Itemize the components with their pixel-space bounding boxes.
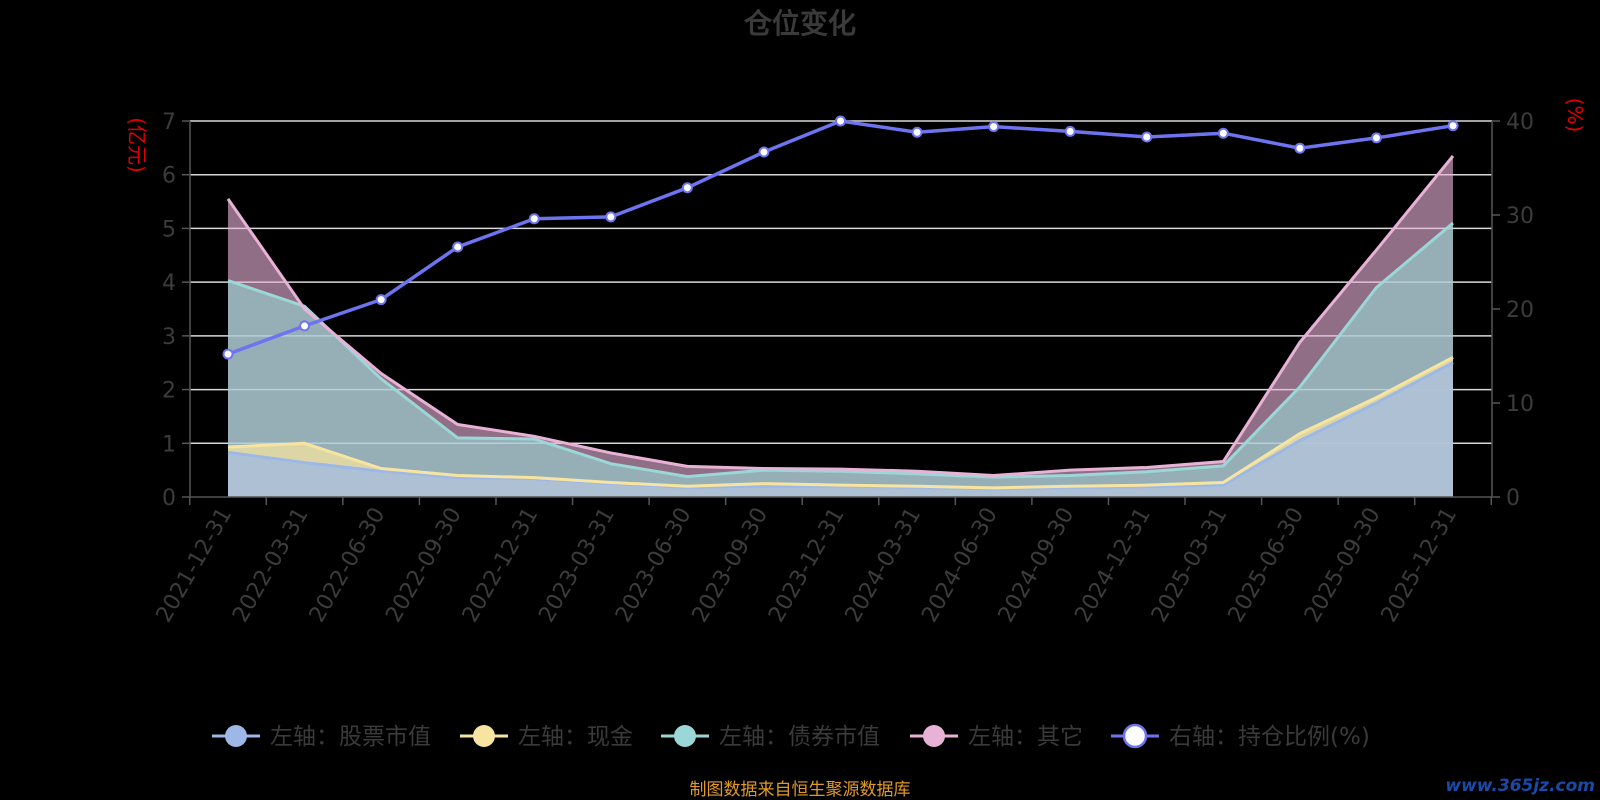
x-tick-label: 2024-12-31 <box>1070 504 1156 627</box>
ratio-point <box>452 241 464 253</box>
area-series <box>228 155 1453 498</box>
legend-label-0: 左轴：股票市值 <box>270 724 431 750</box>
ratio-point <box>681 182 693 194</box>
left-tick-label: 3 <box>162 325 176 350</box>
ratio-point <box>1294 142 1306 154</box>
ratio-point <box>1370 132 1382 144</box>
ratio-point <box>605 211 617 223</box>
legend-label-2: 左轴：债券市值 <box>719 724 880 750</box>
x-tick-label: 2025-09-30 <box>1300 504 1386 627</box>
x-tick-label: 2022-06-30 <box>305 504 391 627</box>
x-tick-label: 2022-03-31 <box>228 504 314 627</box>
ratio-point <box>758 146 770 158</box>
area-line-3 <box>226 154 1455 478</box>
ratio-point <box>835 115 846 127</box>
left-tick-label: 4 <box>162 271 176 296</box>
left-tick-label: 2 <box>162 379 176 404</box>
right-tick-label: 10 <box>1506 392 1534 417</box>
area-line-1 <box>227 356 1454 490</box>
right-tick-label: 40 <box>1506 110 1534 135</box>
right-tick-label: 30 <box>1506 204 1534 229</box>
ratio-point <box>375 294 387 306</box>
chart-title: 仓位变化 <box>744 7 856 40</box>
x-tick-label: 2021-12-31 <box>152 504 238 627</box>
left-tick-label: 1 <box>162 432 176 457</box>
ratio-point <box>1217 127 1229 139</box>
ratio-point <box>911 126 923 138</box>
legend-label-4: 右轴：持仓比例(%) <box>1169 724 1370 750</box>
x-tick-label: 2025-12-31 <box>1377 504 1463 627</box>
right-axis-unit: (%) <box>1563 98 1587 133</box>
ratio-point <box>528 213 540 225</box>
line-series <box>222 115 1459 491</box>
legend-marker-3 <box>923 725 945 747</box>
legend-label-3: 左轴：其它 <box>968 724 1083 750</box>
ratio-point <box>299 320 311 332</box>
left-axis-unit: (亿元) <box>125 117 149 173</box>
x-tick-label: 2025-03-31 <box>1147 504 1233 627</box>
legend-marker-4 <box>1122 723 1148 749</box>
area-0 <box>228 362 1453 497</box>
x-tick-label: 2024-03-31 <box>841 504 927 627</box>
x-tick-label: 2022-12-31 <box>458 504 544 627</box>
legend: 左轴：股票市值 左轴：现金 左轴：债券市值 左轴：其它 右轴：持仓比例(%) <box>212 723 1370 750</box>
right-tick-label: 0 <box>1506 486 1520 511</box>
x-tick-label: 2023-03-31 <box>534 504 620 627</box>
x-tick-label: 2023-12-31 <box>764 504 850 627</box>
left-tick-label: 0 <box>162 486 176 511</box>
x-tick-label: 2024-09-30 <box>994 504 1080 627</box>
x-tick-label: 2024-06-30 <box>917 504 1003 627</box>
axes <box>182 120 1500 505</box>
legend-marker-1 <box>473 725 495 747</box>
x-tick-label: 2025-06-30 <box>1223 504 1309 627</box>
ratio-point <box>222 348 234 360</box>
ratio-point <box>988 121 1000 133</box>
ratio-point <box>1064 125 1076 137</box>
ratio-point <box>1141 131 1153 143</box>
legend-marker-0 <box>225 725 247 747</box>
left-tick-label: 5 <box>162 217 176 242</box>
x-tick-label: 2023-09-30 <box>688 504 774 627</box>
watermark: www.365jz.com <box>1445 776 1595 796</box>
area-line-2 <box>227 221 1454 479</box>
legend-label-1: 左轴：现金 <box>518 724 633 750</box>
right-tick-label: 20 <box>1506 298 1534 323</box>
legend-marker-2 <box>674 725 696 747</box>
ratio-point <box>1447 120 1459 132</box>
x-tick-label: 2022-09-30 <box>381 504 467 627</box>
left-tick-label: 6 <box>162 164 176 189</box>
data-source-note: 制图数据来自恒生聚源数据库 <box>690 780 911 800</box>
ratio-line <box>227 119 1454 356</box>
left-tick-label: 7 <box>162 110 176 135</box>
x-tick-label: 2023-06-30 <box>611 504 697 627</box>
